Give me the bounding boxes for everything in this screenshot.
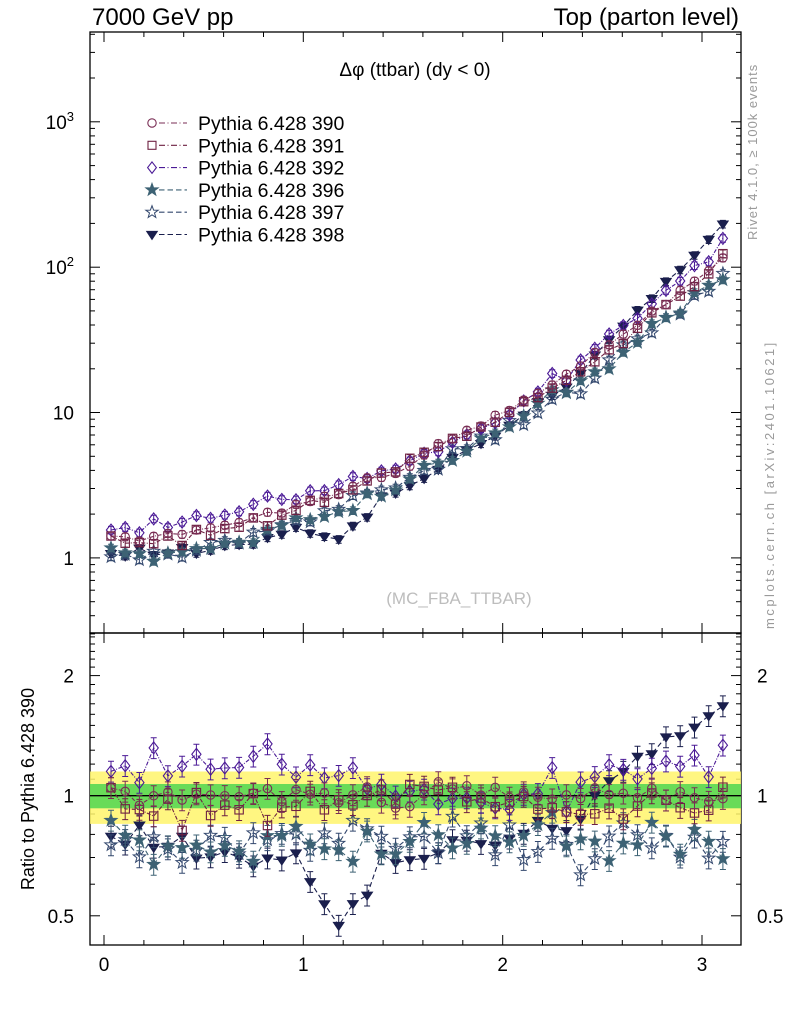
svg-text:7000 GeV pp: 7000 GeV pp — [92, 4, 233, 31]
svg-text:(MC_FBA_TTBAR): (MC_FBA_TTBAR) — [386, 589, 531, 608]
svg-text:1: 1 — [63, 549, 74, 570]
svg-text:mcplots.cern.ch [arXiv:2401.10: mcplots.cern.ch [arXiv:2401.10621] — [762, 340, 777, 629]
svg-text:1: 1 — [298, 955, 309, 976]
svg-text:Ratio to Pythia 6.428 390: Ratio to Pythia 6.428 390 — [18, 688, 38, 890]
svg-text:0.5: 0.5 — [757, 907, 783, 928]
svg-text:0: 0 — [99, 955, 110, 976]
svg-text:Pythia 6.428 392: Pythia 6.428 392 — [198, 158, 344, 180]
svg-text:3: 3 — [697, 955, 708, 976]
svg-text:1: 1 — [757, 787, 768, 808]
svg-text:Pythia 6.428 390: Pythia 6.428 390 — [198, 113, 345, 135]
svg-text:Pythia 6.428 397: Pythia 6.428 397 — [198, 202, 344, 224]
svg-text:Pythia 6.428 396: Pythia 6.428 396 — [198, 180, 344, 202]
svg-text:2: 2 — [497, 955, 508, 976]
svg-text:2: 2 — [757, 667, 768, 688]
svg-text:Rivet 4.1.0, ≥ 100k events: Rivet 4.1.0, ≥ 100k events — [745, 64, 760, 240]
svg-text:1: 1 — [63, 787, 74, 808]
svg-text:Pythia 6.428 391: Pythia 6.428 391 — [198, 135, 344, 157]
svg-text:Pythia 6.428 398: Pythia 6.428 398 — [198, 225, 344, 247]
svg-text:0.5: 0.5 — [48, 907, 74, 928]
svg-text:Δφ (ttbar) (dy < 0): Δφ (ttbar) (dy < 0) — [339, 60, 490, 81]
svg-text:2: 2 — [63, 667, 74, 688]
svg-text:10: 10 — [53, 404, 74, 425]
svg-text:Top (parton level): Top (parton level) — [554, 4, 739, 31]
